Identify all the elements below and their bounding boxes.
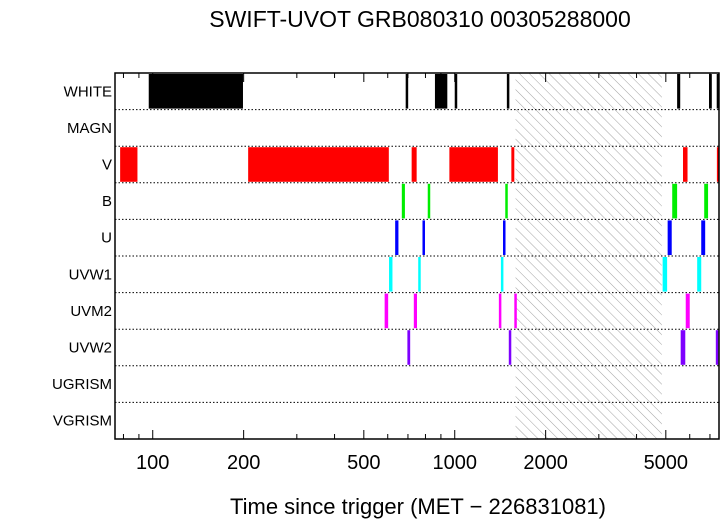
row-label-b: B [102, 193, 112, 210]
exposure-bar-white [434, 74, 448, 109]
exposure-bar-uvm2 [498, 293, 502, 329]
exposure-bar-uvm2 [514, 293, 517, 329]
exposure-bar-b [672, 183, 678, 219]
exposure-bar-uvw1 [500, 257, 504, 292]
exposure-bar-white [716, 74, 719, 109]
exposure-bar-white [677, 74, 681, 109]
exposure-bar-uvm2 [685, 293, 690, 329]
exposure-bar-u [395, 220, 399, 255]
x-tick-label: 500 [347, 452, 380, 474]
exposure-bar-v [716, 147, 719, 182]
exposure-bar-uvw1 [662, 257, 668, 292]
exposure-bar-v [411, 147, 417, 182]
x-tick-label: 100 [136, 452, 169, 474]
exposure-bar-white [454, 74, 458, 109]
exposure-bar-white [506, 74, 510, 109]
exposure-bar-white [148, 74, 243, 109]
plot-frame [114, 72, 720, 440]
exposure-bar-u [701, 220, 706, 255]
x-axis-label: Time since trigger (MET − 226831081) [230, 494, 606, 519]
exposure-bar-uvw2 [680, 330, 686, 365]
exposure-bar-b [505, 183, 508, 219]
exposure-bar-u [422, 220, 425, 255]
exposure-bar-v [248, 147, 389, 182]
row-label-uvw1: UVW1 [69, 266, 112, 283]
row-labels: WHITE MAGN V B U UVW1 UVM2 UVW2 UGRISM VGRISM [52, 83, 112, 429]
exposure-bar-uvw2 [508, 330, 512, 365]
row-label-white: WHITE [64, 83, 112, 100]
exposure-bar-uvw2 [715, 330, 719, 365]
row-label-magn: MAGN [67, 120, 112, 137]
exposure-bar-uvm2 [413, 293, 417, 329]
exposure-bar-uvw2 [407, 330, 411, 365]
exposure-bar-v [511, 147, 515, 182]
row-label-ugrism: UGRISM [52, 376, 112, 393]
row-label-u: U [101, 230, 112, 247]
exposure-bar-uvm2 [384, 293, 389, 329]
row-dividers [115, 109, 719, 403]
x-axis-tick-labels: 100 200 500 1000 2000 5000 [136, 452, 688, 474]
x-tick-label: 200 [227, 452, 260, 474]
exposure-bar-v [683, 147, 688, 182]
exposure-bar-white [709, 74, 712, 109]
exposure-bar-b [704, 183, 709, 219]
row-label-vgrism: VGRISM [53, 413, 112, 430]
exposure-bar-b [427, 183, 431, 219]
exposure-bar-u [667, 220, 672, 255]
x-tick-label: 5000 [644, 452, 689, 474]
exposure-bar-uvw1 [418, 257, 421, 292]
exposure-bar-white [405, 74, 409, 109]
exposure-bar-uvw1 [697, 257, 702, 292]
row-label-v: V [102, 157, 112, 174]
row-label-uvw2: UVW2 [69, 340, 112, 357]
row-label-uvm2: UVM2 [70, 303, 112, 320]
chart-title: SWIFT-UVOT GRB080310 00305288000 [209, 6, 630, 32]
exposure-bar-v [120, 147, 138, 182]
exposure-bar-uvw1 [389, 257, 393, 292]
exposure-bars [120, 74, 719, 365]
exposure-bar-u [503, 220, 506, 255]
x-axis-ticks [122, 73, 711, 439]
x-tick-label: 2000 [523, 452, 568, 474]
x-tick-label: 1000 [432, 452, 477, 474]
exposure-bar-b [401, 183, 405, 219]
exposure-bar-v [449, 147, 498, 182]
